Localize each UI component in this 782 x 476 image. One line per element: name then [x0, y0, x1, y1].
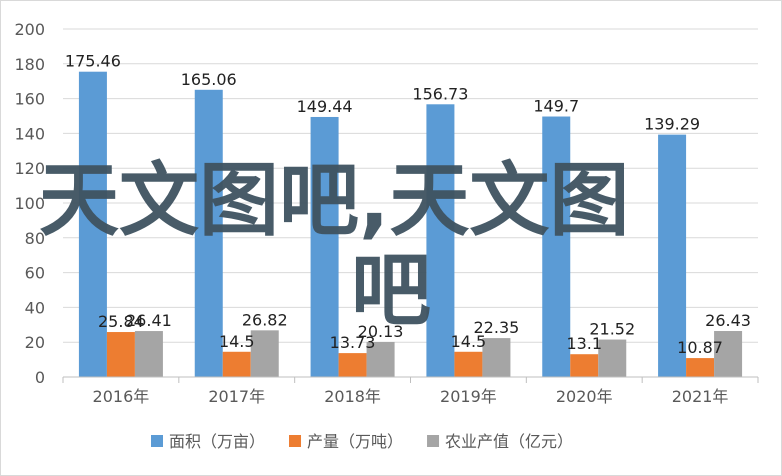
bar [570, 354, 599, 377]
bar [686, 358, 715, 377]
legend-label: 农业产值（亿元） [445, 432, 573, 451]
data-label: 13.73 [330, 333, 376, 352]
data-label: 14.5 [219, 332, 255, 351]
y-tick-label: 160 [14, 90, 45, 109]
data-label: 26.41 [126, 311, 172, 330]
y-tick-label: 120 [14, 159, 45, 178]
data-label: 26.43 [705, 311, 751, 330]
x-tick-label: 2017年 [208, 387, 265, 406]
data-label: 21.52 [589, 320, 635, 339]
bar [338, 353, 367, 377]
bar [106, 332, 135, 377]
y-tick-label: 180 [14, 55, 45, 74]
data-label: 10.87 [677, 338, 723, 357]
bar [134, 331, 163, 377]
y-tick-label: 60 [25, 264, 45, 283]
legend-swatch [427, 435, 440, 447]
y-tick-label: 200 [14, 20, 45, 39]
x-tick-label: 2021年 [672, 387, 729, 406]
bar [482, 338, 511, 377]
bar [542, 116, 571, 377]
data-label: 156.73 [412, 84, 468, 103]
data-label: 165.06 [181, 70, 237, 89]
legend-swatch [151, 435, 163, 447]
bar [714, 331, 743, 377]
data-label: 149.7 [533, 97, 579, 116]
x-tick-label: 2019年 [440, 387, 497, 406]
data-label: 139.29 [644, 115, 700, 134]
x-tick-label: 2020年 [556, 387, 613, 406]
bar [250, 330, 279, 377]
bar [194, 89, 223, 378]
legend-label: 面积（万亩） [169, 432, 265, 451]
y-tick-label: 140 [14, 124, 45, 143]
data-label: 26.82 [242, 310, 288, 329]
y-tick-label: 40 [25, 298, 45, 317]
x-tick-label: 2018年 [324, 387, 381, 406]
bar [658, 134, 687, 377]
data-label: 22.35 [474, 318, 520, 337]
data-label: 175.46 [65, 52, 121, 71]
x-tick-label: 2016年 [93, 387, 150, 406]
bar [598, 339, 627, 377]
data-label: 149.44 [297, 97, 353, 116]
bar [78, 71, 107, 378]
y-tick-label: 0 [35, 368, 45, 387]
y-tick-label: 20 [25, 333, 45, 352]
legend-swatch [289, 435, 302, 447]
legend-label: 产量（万吨） [307, 432, 403, 451]
y-tick-label: 100 [14, 194, 45, 213]
data-label: 13.1 [566, 334, 602, 353]
data-label: 25.84 [98, 312, 144, 331]
y-tick-label: 80 [25, 229, 45, 248]
data-label: 14.5 [451, 332, 487, 351]
data-label: 20.13 [358, 322, 404, 341]
bar [222, 351, 251, 377]
bar [366, 341, 395, 377]
bar [454, 351, 483, 377]
bar [426, 104, 455, 378]
bar [310, 116, 339, 378]
